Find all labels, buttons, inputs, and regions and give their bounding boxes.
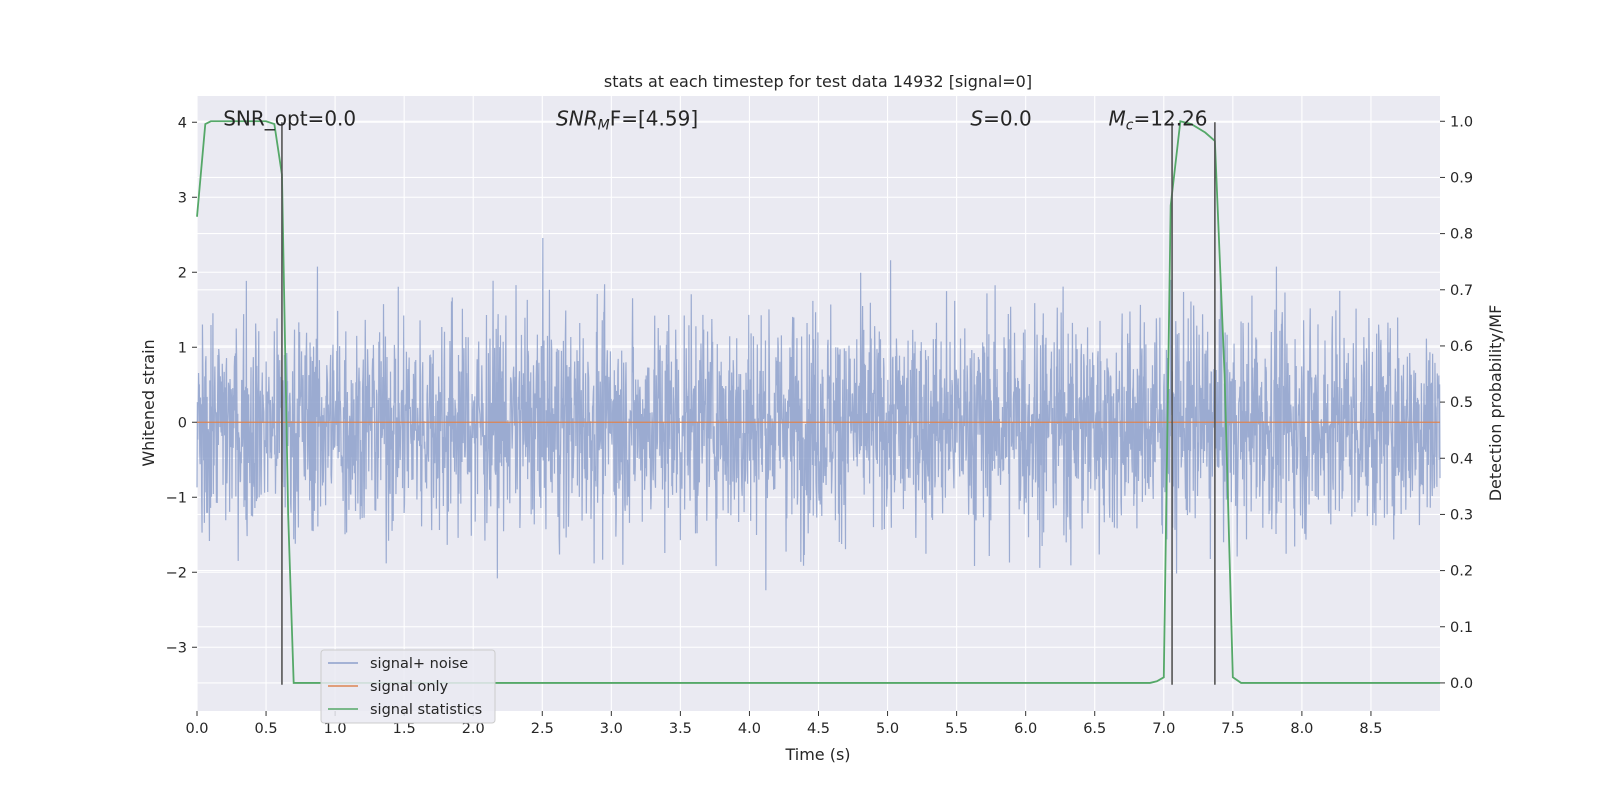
annotation-3: Mc=12.26 [1109,106,1208,133]
y-tick-label-left: 1 [178,340,187,356]
y-tick-label-right: 0.9 [1450,170,1473,186]
x-tick-label: 7.5 [1221,721,1244,737]
x-tick-label: 3.0 [600,721,623,737]
x-tick-label: 4.0 [738,721,761,737]
y-tick-label-right: 1.0 [1450,114,1473,130]
x-tick-label: 2.5 [531,721,554,737]
y-tick-label-right: 0.8 [1450,227,1473,243]
x-tick-label: 8.0 [1290,721,1313,737]
y-tick-label-right: 0.4 [1450,451,1473,467]
y-tick-label-left: 4 [178,115,187,131]
x-tick-label: 3.5 [669,721,692,737]
x-axis-label: Time (s) [784,745,850,764]
annotation-1: SNRMF=[4.59] [556,106,698,133]
x-ticks: 0.0 0.5 1.0 1.5 2.0 2.5 3.0 3.5 4.0 4.5 5.0 5.5 6.0 6… [185,711,1382,737]
y-tick-label-right: 0.6 [1450,339,1473,355]
annotation-2: S=0.0 [970,106,1031,130]
x-tick-label: 6.5 [1083,721,1106,737]
x-tick-label: 0.0 [185,721,208,737]
series-line-signal-statistics [196,120,1440,684]
y-tick-label-left: −1 [166,490,187,506]
y-tick-label-left: −3 [166,640,187,656]
x-tick-label: 4.5 [807,721,830,737]
y-tick-label-left: −2 [166,565,187,581]
y-tick-label-left: 0 [178,415,187,431]
y-tick-label-right: 0.7 [1450,283,1473,299]
x-tick-label: 8.5 [1359,721,1382,737]
y-tick-label-right: 0.3 [1450,507,1473,523]
y-axis-label-left: Whitened strain [139,339,158,466]
x-tick-label: 1.5 [393,721,416,737]
vertical-markers [281,122,1216,685]
x-tick-label: 7.0 [1152,721,1175,737]
legend-box [320,649,496,724]
y-tick-label-right: 0.0 [1450,676,1473,692]
x-tick-label: 1.0 [324,721,347,737]
x-tick-label: 6.0 [1014,721,1037,737]
y-tick-label-right: 0.5 [1450,395,1473,411]
x-tick-label: 5.0 [876,721,899,737]
y-ticks-left: −3 −2 −1 0 1 2 3 4 [166,115,197,656]
legend-label-signal-only: signal only [370,679,449,695]
y-ticks-right: 0.0 0.1 0.2 0.3 0.4 0.5 0.6 0.7 0.8 0.9 1.0 [1440,114,1473,692]
y-axis-label-right: Detection probability/MF [1486,305,1505,502]
annotations: SNR_opt=0.0 SNRMF=[4.59] S=0.0 Mc=12.26 [223,106,1207,133]
series-lines [196,120,1440,684]
x-tick-label: 0.5 [255,721,278,737]
y-tick-label-right: 0.2 [1450,564,1473,580]
y-tick-label-left: 3 [178,190,187,206]
y-tick-label-right: 0.1 [1450,620,1473,636]
legend-label-signal-statistics: signal statistics [370,702,482,718]
legend: signal+ noise signal only signal statist… [320,649,496,724]
chart-title: stats at each timestep for test data 149… [604,72,1032,91]
x-tick-label: 2.0 [462,721,485,737]
legend-label-signal-noise: signal+ noise [370,656,468,672]
y-tick-label-left: 2 [178,265,187,281]
annotation-0: SNR_opt=0.0 [223,106,356,130]
x-tick-label: 5.5 [945,721,968,737]
